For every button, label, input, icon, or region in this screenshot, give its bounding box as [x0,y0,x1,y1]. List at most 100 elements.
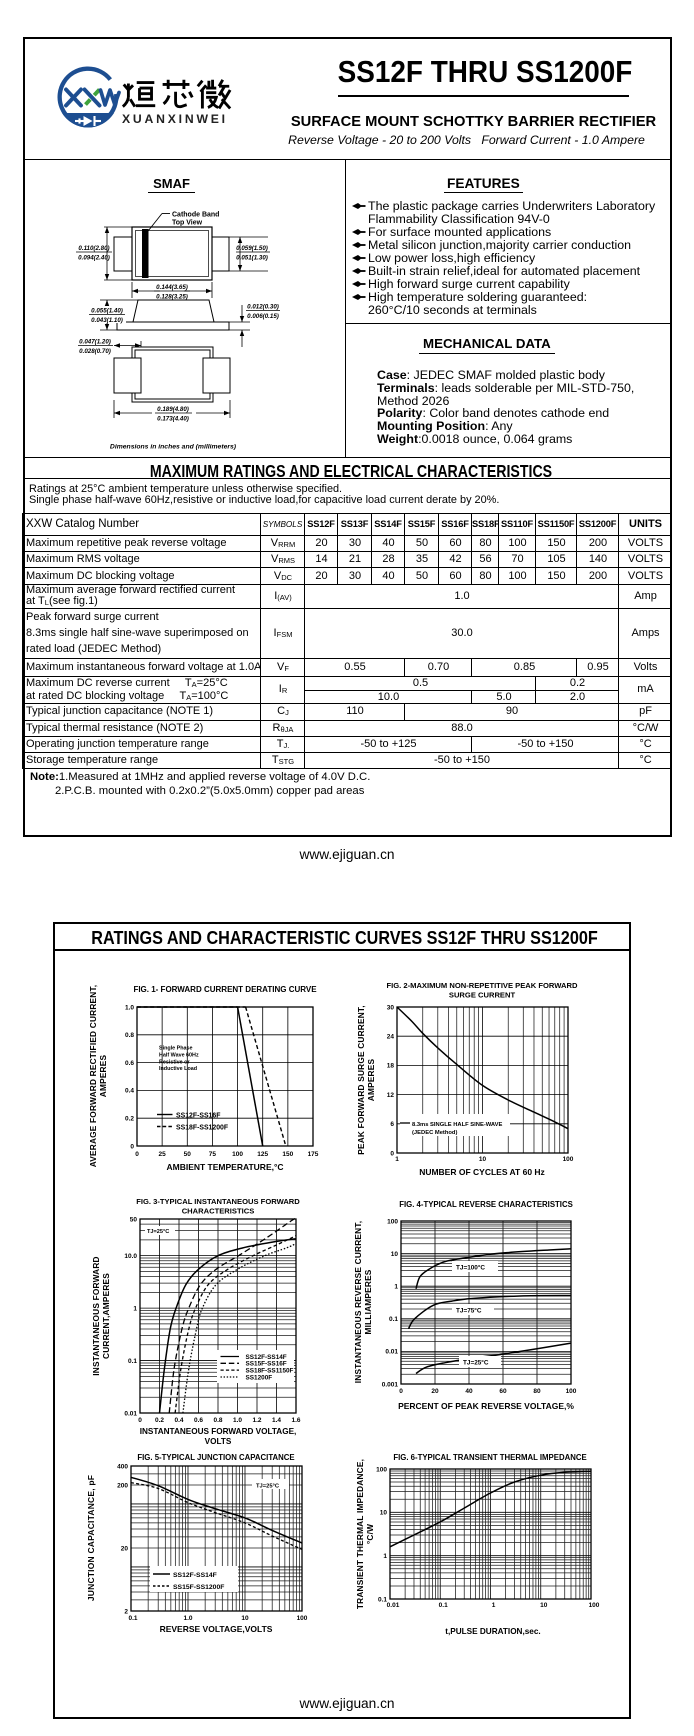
svg-text:INSTANTANEOUS REVERSE CURRENT,: INSTANTANEOUS REVERSE CURRENT, [353,1221,363,1383]
svg-text:TJ=25°C: TJ=25°C [463,1359,489,1367]
svg-text:1: 1 [133,1305,137,1312]
svg-text:SS12F-SS14F: SS12F-SS14F [246,1354,287,1361]
svg-text:Inductive Load: Inductive Load [159,1066,197,1072]
svg-text:1: 1 [394,1284,398,1291]
svg-text:2: 2 [124,1608,128,1615]
svg-text:Single Phase: Single Phase [159,1046,193,1052]
svg-text:0.6: 0.6 [194,1417,203,1424]
svg-text:100: 100 [232,1151,243,1158]
svg-text:0.6: 0.6 [125,1060,134,1067]
svg-text:VOLTS: VOLTS [205,1437,232,1446]
svg-text:0.012(0.30): 0.012(0.30) [247,304,279,311]
svg-text:REVERSE VOLTAGE,VOLTS: REVERSE VOLTAGE,VOLTS [160,1624,273,1634]
svg-text:150: 150 [282,1151,293,1158]
svg-text:10: 10 [540,1602,548,1609]
svg-text:75: 75 [209,1151,217,1158]
svg-text:18: 18 [387,1063,395,1070]
svg-text:0.043(1.10): 0.043(1.10) [91,317,123,324]
svg-text:INSTANTANEOUS FORWARD: INSTANTANEOUS FORWARD [91,1256,101,1375]
svg-text:1: 1 [383,1553,387,1560]
svg-text:0.4: 0.4 [125,1088,134,1095]
svg-text:Cathode Band: Cathode Band [172,212,219,219]
svg-text:50: 50 [130,1216,138,1223]
svg-text:0.1: 0.1 [128,1358,137,1365]
svg-text:TJ=25°C: TJ=25°C [147,1229,169,1235]
svg-text:AMPERES: AMPERES [98,1055,108,1098]
svg-text:JUNCTION CAPACITANCE, pF: JUNCTION CAPACITANCE, pF [86,1475,96,1601]
svg-text:0: 0 [138,1417,142,1424]
svg-text:1: 1 [492,1602,496,1609]
svg-text:PEAK FORWARD SURGE CURRENT,: PEAK FORWARD SURGE CURRENT, [356,1005,366,1155]
svg-text:125: 125 [257,1151,268,1158]
svg-text:30: 30 [387,1004,395,1011]
svg-text:0.2: 0.2 [125,1116,134,1123]
svg-text:0.1: 0.1 [128,1615,137,1622]
svg-text:t,PULSE DURATION,sec.: t,PULSE DURATION,sec. [445,1627,540,1636]
svg-text:8.3ms SINGLE HALF SINE-WAVE: 8.3ms SINGLE HALF SINE-WAVE [412,1122,503,1128]
svg-text:1.6: 1.6 [291,1417,300,1424]
svg-text:0: 0 [399,1388,403,1395]
svg-text:0: 0 [130,1143,134,1150]
svg-text:0.2: 0.2 [155,1417,164,1424]
svg-text:0.4: 0.4 [174,1417,183,1424]
svg-text:0.1: 0.1 [439,1602,448,1609]
svg-text:200: 200 [117,1482,128,1489]
svg-text:0.01: 0.01 [124,1410,137,1417]
svg-text:0.055(1.40): 0.055(1.40) [91,308,123,315]
svg-text:175: 175 [308,1151,319,1158]
svg-text:80: 80 [533,1388,541,1395]
svg-text:CURRENT,AMPERES: CURRENT,AMPERES [101,1273,111,1359]
svg-text:TJ=100°C: TJ=100°C [456,1264,485,1272]
svg-text:0.01: 0.01 [385,1349,398,1356]
svg-text:0: 0 [390,1150,394,1157]
svg-text:0.094(2.40): 0.094(2.40) [78,255,110,262]
svg-text:100: 100 [589,1602,600,1609]
svg-text:10.0: 10.0 [124,1253,137,1260]
svg-text:24: 24 [387,1034,395,1041]
svg-text:INSTANTANEOUS FORWARD VOLTAGE,: INSTANTANEOUS FORWARD VOLTAGE, [140,1427,297,1436]
svg-text:SURGE CURRENT: SURGE CURRENT [449,991,516,1000]
svg-text:20: 20 [121,1545,129,1552]
svg-text:AMPERES: AMPERES [366,1059,376,1102]
svg-text:0.8: 0.8 [213,1417,222,1424]
svg-text:0.047(1.20): 0.047(1.20) [79,339,111,346]
svg-text:FIG. 1- FORWARD CURRENT DERATI: FIG. 1- FORWARD CURRENT DERATING CURVE [133,985,317,994]
svg-text:NUMBER OF CYCLES AT 60 Hz: NUMBER OF CYCLES AT 60 Hz [419,1167,545,1177]
svg-text:40: 40 [465,1388,473,1395]
svg-text:100: 100 [387,1218,398,1225]
svg-text:6: 6 [390,1121,394,1128]
svg-text:60: 60 [499,1388,507,1395]
svg-text:AVERAGE FORWARD RECTIFIED CURR: AVERAGE FORWARD RECTIFIED CURRENT, [88,985,98,1168]
svg-text:1.0: 1.0 [183,1615,192,1622]
svg-text:SS18F-SS1150F: SS18F-SS1150F [246,1367,294,1374]
svg-text:Half Wave 60Hz: Half Wave 60Hz [159,1052,199,1058]
svg-text:12: 12 [387,1092,395,1099]
svg-text:0.8: 0.8 [125,1032,134,1039]
svg-text:1.2: 1.2 [252,1417,261,1424]
svg-text:SS15F-SS1200F: SS15F-SS1200F [173,1584,224,1591]
svg-text:0.059(1.50): 0.059(1.50) [236,245,268,252]
svg-text:400: 400 [117,1463,128,1470]
svg-text:CHARACTERISTICS: CHARACTERISTICS [182,1207,255,1216]
svg-text:0.173(4.40): 0.173(4.40) [157,416,189,423]
svg-text:100: 100 [566,1388,577,1395]
svg-text:10: 10 [241,1615,249,1622]
svg-text:AMBIENT TEMPERATURE,°C: AMBIENT TEMPERATURE,°C [166,1162,283,1172]
svg-text:1.4: 1.4 [272,1417,281,1424]
svg-text:SS18F-SS1200F: SS18F-SS1200F [176,1124,228,1131]
svg-text:0.1: 0.1 [378,1596,387,1603]
svg-text:20: 20 [431,1388,439,1395]
svg-text:100: 100 [563,1156,574,1163]
svg-text:0.051(1.30): 0.051(1.30) [236,255,268,262]
svg-text:TJ=25°C: TJ=25°C [256,1484,280,1490]
svg-text:Top View: Top View [172,220,203,227]
svg-text:0.189(4.80): 0.189(4.80) [157,406,189,413]
svg-text:SS12F-SS14F: SS12F-SS14F [173,1572,217,1579]
svg-text:SS1200F: SS1200F [246,1374,273,1381]
svg-text:25: 25 [158,1151,166,1158]
svg-text:FIG. 3-TYPICAL INSTANTANEOUS F: FIG. 3-TYPICAL INSTANTANEOUS FORWARD [136,1197,300,1206]
svg-text:1: 1 [395,1156,399,1163]
svg-text:10: 10 [479,1156,487,1163]
svg-text:0.128(3.25): 0.128(3.25) [156,294,188,301]
svg-text:TRANSIENT THERMAL IMPEDANCE,: TRANSIENT THERMAL IMPEDANCE, [355,1459,365,1609]
